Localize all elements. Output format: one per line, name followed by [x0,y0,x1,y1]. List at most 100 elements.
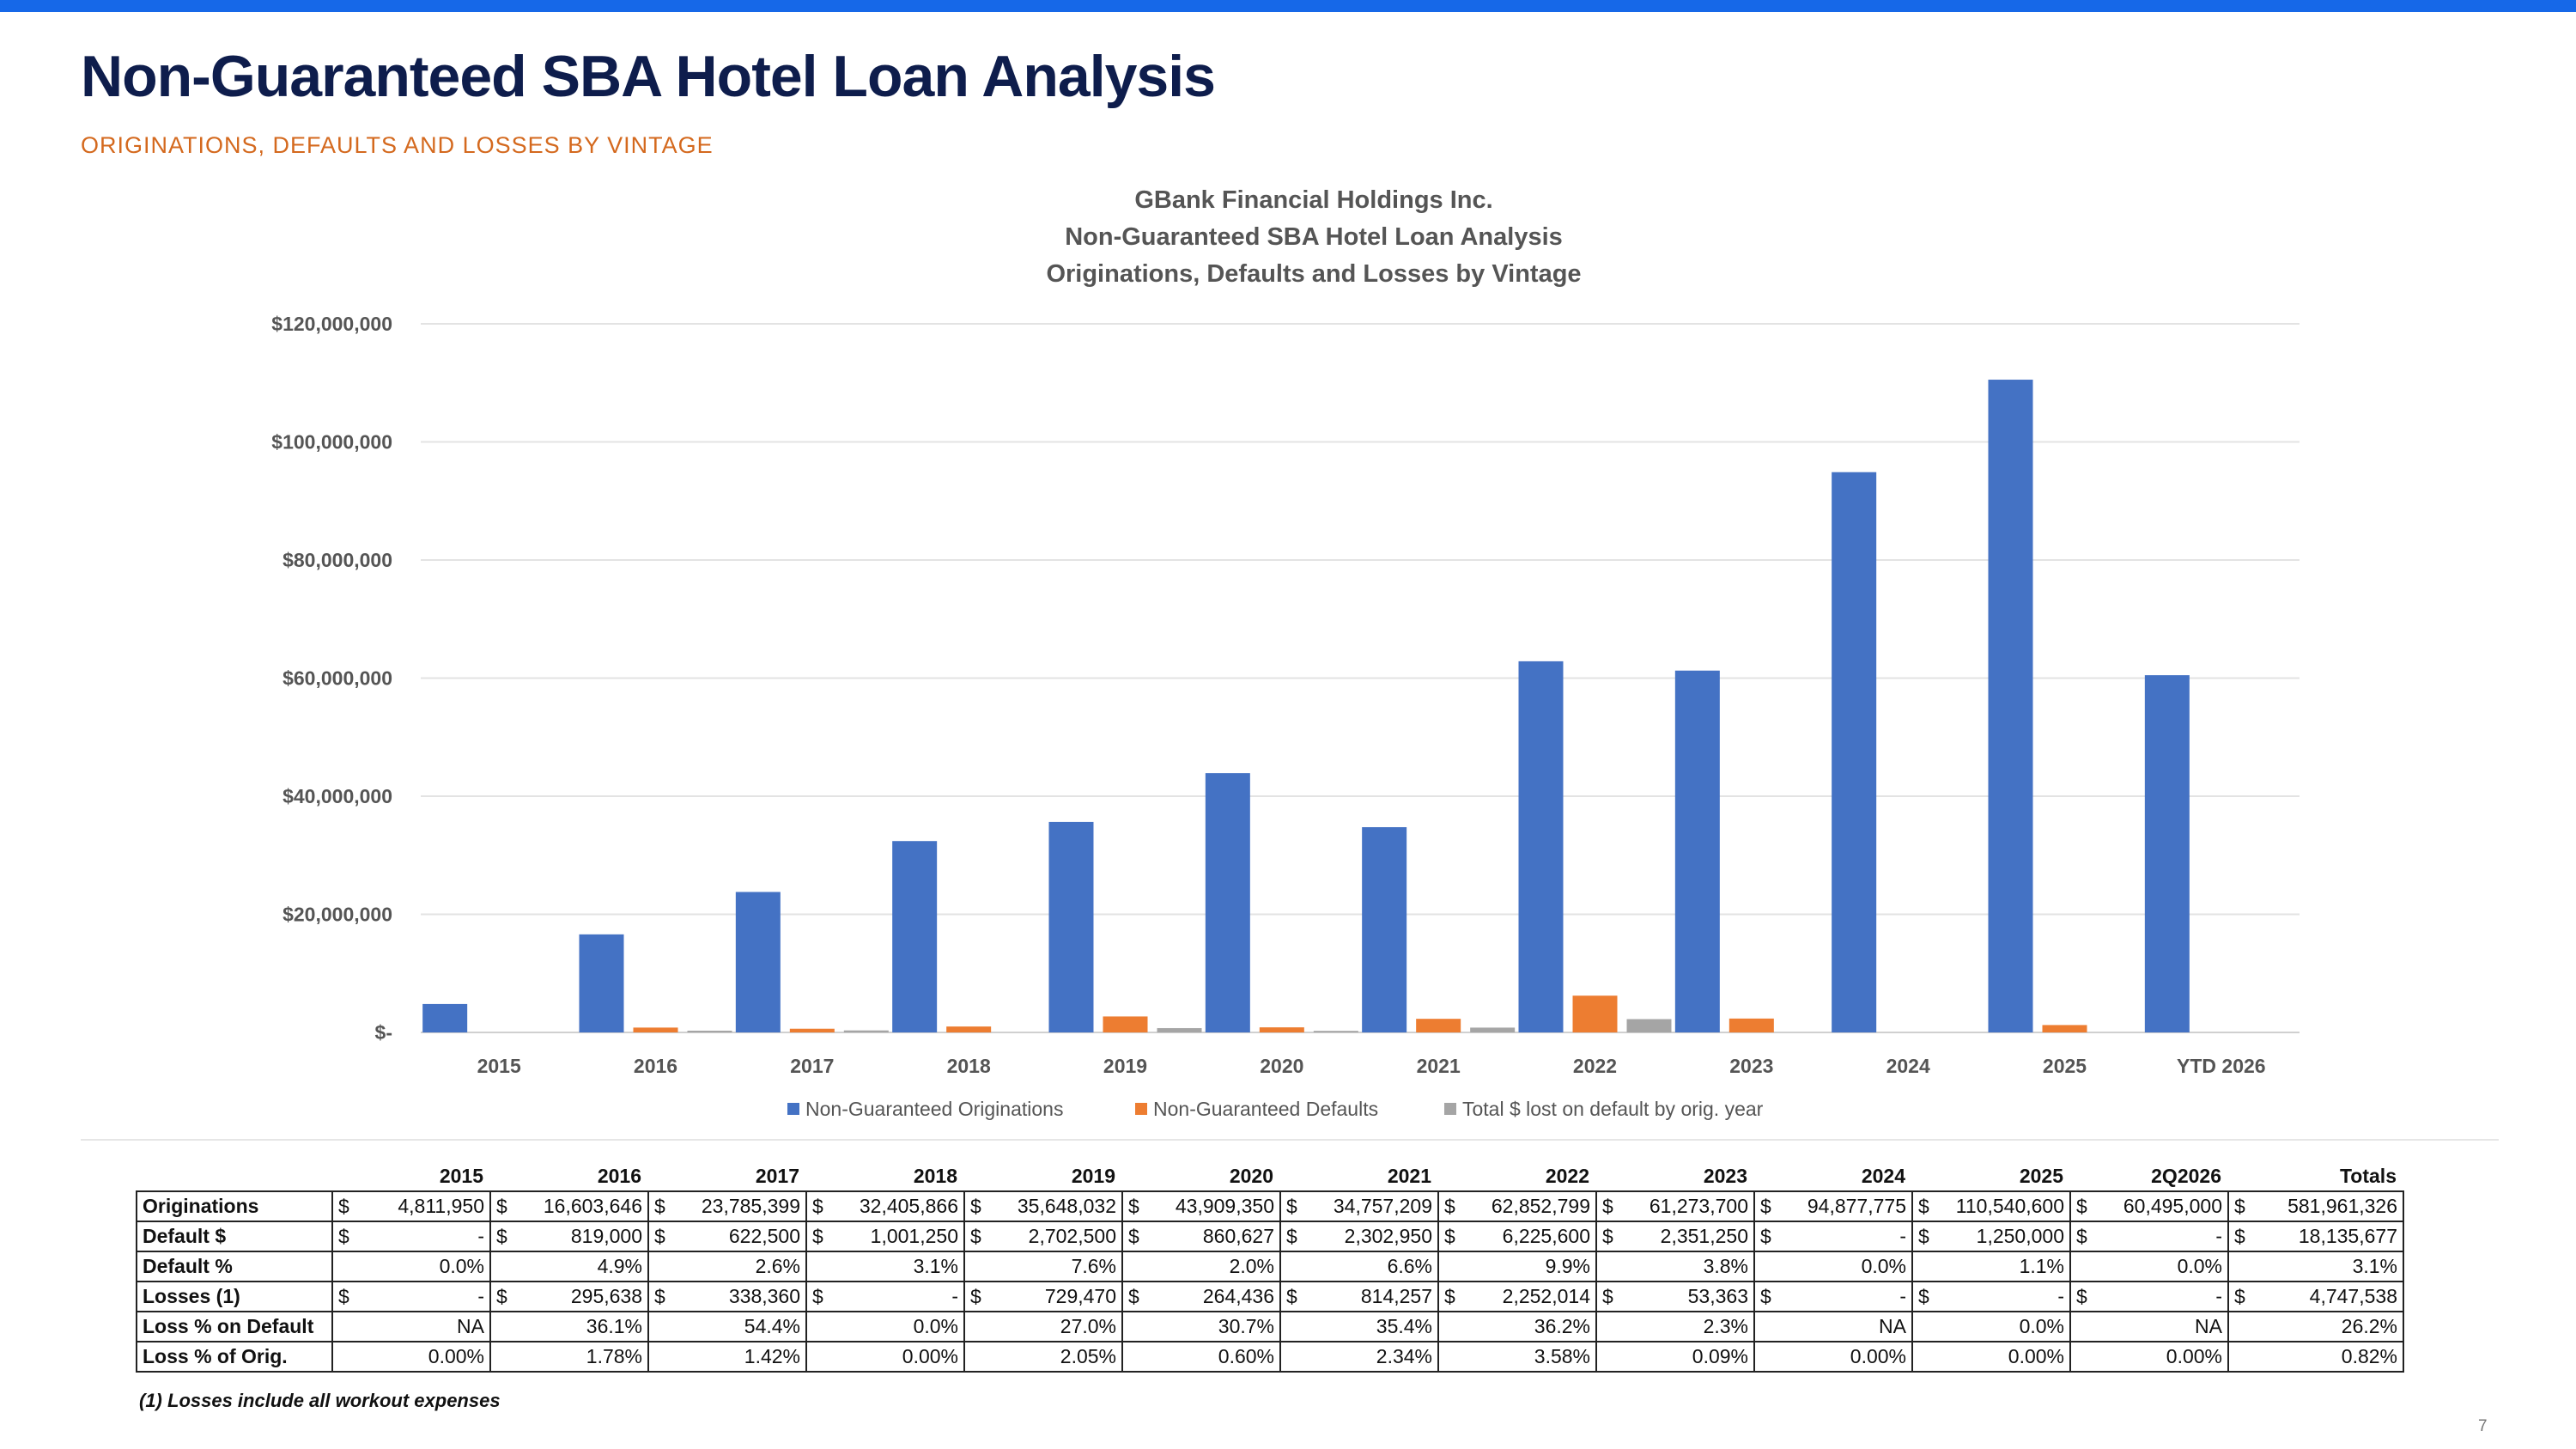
currency-symbol: $ [2076,1225,2087,1247]
y-tick-label: $40,000,000 [283,785,392,807]
table-cell: 0.00% [331,1341,491,1373]
cell-value: 0.0% [2019,1315,2064,1337]
table-cell: 6.6% [1279,1251,1439,1282]
row-label: Loss % on Default [136,1311,333,1342]
table-row: Default $ $ - $819,000 $622,500 $1,001,250 $2,… [136,1221,2404,1252]
column-header: 2019 [1071,1165,1115,1187]
table-row: Loss % on Default NA 36.1% 54.4% 0.0% 27.0% 30… [136,1311,2404,1342]
table-cell: $ - [331,1221,491,1252]
table-cell: 0.0% [1753,1251,1913,1282]
loan-data-table: 2015 2016 2017 2018 2019 2020 2021 2022 2023 2024… [136,1162,2404,1373]
table-cell: 7.6% [963,1251,1123,1282]
table-cell: 36.2% [1437,1311,1597,1342]
bar-defaults [789,1028,835,1032]
x-tick-label: 2024 [1886,1055,1930,1077]
currency-symbol: $ [1918,1195,1929,1217]
cell-value: 2,351,250 [1660,1225,1748,1247]
bar-defaults [633,1027,678,1032]
table-cell: 0.09% [1595,1341,1755,1373]
cell-value: - [2215,1225,2222,1247]
table-cell: 26.2% [2227,1311,2404,1342]
currency-symbol: $ [1602,1285,1613,1307]
table-cell: $860,627 [1121,1221,1281,1252]
x-tick-label: 2015 [477,1055,521,1077]
currency-symbol: $ [1286,1225,1297,1247]
cell-value: 61,273,700 [1649,1195,1748,1217]
column-header: 2017 [755,1165,799,1187]
currency-symbol: $ [812,1285,823,1307]
bar-defaults [946,1026,992,1032]
cell-value: 2.05% [1060,1345,1116,1367]
table-cell: 3.58% [1437,1341,1597,1373]
table-cell: $ - [1753,1281,1913,1312]
cell-value: - [1899,1225,1906,1247]
table-cell: $35,648,032 [963,1190,1123,1222]
table-cell: 1.42% [647,1341,807,1373]
table-cell: $581,961,326 [2227,1190,2404,1222]
cell-value: 3.58% [1534,1345,1590,1367]
cell-value: 110,540,600 [1955,1195,2064,1217]
x-tick-label: 2023 [1729,1055,1773,1077]
currency-symbol: $ [1128,1285,1139,1307]
bar-originations [1832,472,1877,1032]
table-cell: $ - [331,1281,491,1312]
column-header: 2022 [1545,1165,1589,1187]
chart-title-line: Originations, Defaults and Losses by Vin… [1046,260,1581,288]
cell-value: 4,747,538 [2309,1285,2397,1307]
table-cell: 27.0% [963,1311,1123,1342]
cell-value: 814,257 [1360,1285,1432,1307]
table-cell: $819,000 [489,1221,649,1252]
column-header: 2020 [1229,1165,1273,1187]
currency-symbol: $ [1760,1225,1771,1247]
cell-value: 9.9% [1545,1255,1590,1277]
x-tick-label: 2025 [2043,1055,2087,1077]
currency-symbol: $ [496,1195,507,1217]
column-header: 2021 [1387,1165,1431,1187]
legend-label: Non-Guaranteed Originations [805,1098,1063,1120]
table-row: Loss % of Orig. 0.00% 1.78% 1.42% 0.00% 2.05%… [136,1341,2404,1373]
chart-title-line: Non-Guaranteed SBA Hotel Loan Analysis [1065,223,1563,251]
table-cell: 0.00% [1753,1341,1913,1373]
page-subtitle: ORIGINATIONS, DEFAULTS AND LOSSES BY VIN… [81,132,714,158]
table-cell: $295,638 [489,1281,649,1312]
x-tick-label: 2022 [1573,1055,1617,1077]
currency-symbol: $ [2234,1285,2245,1307]
cell-value: 18,135,677 [2298,1225,2397,1247]
column-header: 2025 [2019,1165,2063,1187]
bar-originations [422,1003,468,1032]
cell-value: 53,363 [1687,1285,1748,1307]
cell-value: - [1899,1285,1906,1307]
cell-value: 0.00% [428,1345,484,1367]
cell-value: - [2215,1285,2222,1307]
currency-symbol: $ [1760,1195,1771,1217]
table-corner [137,1162,332,1191]
bar-losses [843,1030,889,1032]
bar-losses [1626,1019,1672,1032]
table-cell: $43,909,350 [1121,1190,1281,1222]
bar-originations [1674,670,1720,1032]
table-cell: 3.1% [805,1251,965,1282]
cell-value: 0.09% [1692,1345,1748,1367]
legend-swatch [787,1103,799,1115]
currency-symbol: $ [654,1195,665,1217]
y-tick-label: $100,000,000 [271,431,392,454]
cell-value: 2.34% [1376,1345,1432,1367]
row-label: Default $ [136,1221,333,1252]
cell-value: 0.00% [2008,1345,2064,1367]
table-cell: $16,603,646 [489,1190,649,1222]
cell-value: 26.2% [2341,1315,2397,1337]
legend-swatch [1135,1103,1147,1115]
currency-symbol: $ [1760,1285,1771,1307]
cell-value: 2.3% [1703,1315,1748,1337]
cell-value: 34,757,209 [1333,1195,1432,1217]
table-cell: $264,436 [1121,1281,1281,1312]
cell-value: 94,877,775 [1807,1195,1906,1217]
table-cell: 3.8% [1595,1251,1755,1282]
currency-symbol: $ [338,1285,349,1307]
bar-originations [1048,821,1094,1032]
row-label: Loss % of Orig. [136,1341,333,1373]
table-cell: 0.00% [2069,1341,2229,1373]
cell-value: 338,360 [728,1285,800,1307]
cell-value: 1.42% [744,1345,800,1367]
cell-value: 1,001,250 [870,1225,958,1247]
